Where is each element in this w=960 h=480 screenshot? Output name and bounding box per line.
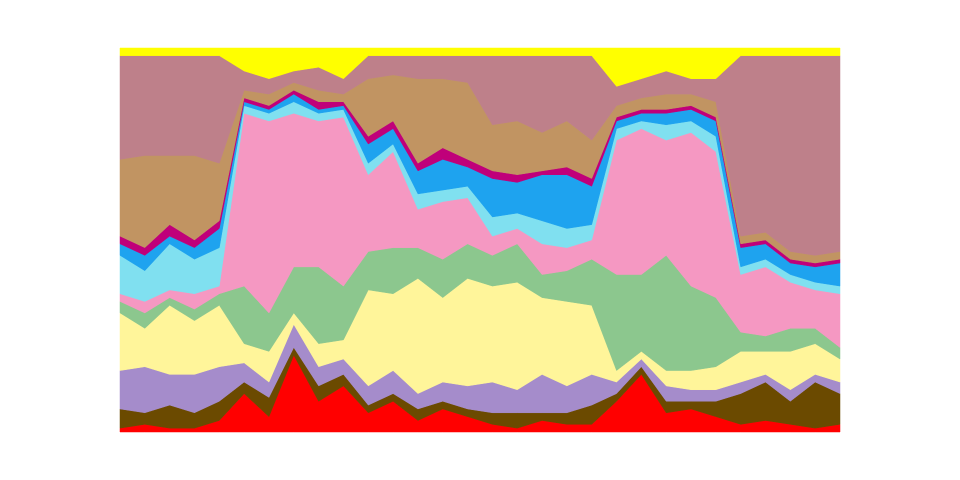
area [119,47,841,87]
